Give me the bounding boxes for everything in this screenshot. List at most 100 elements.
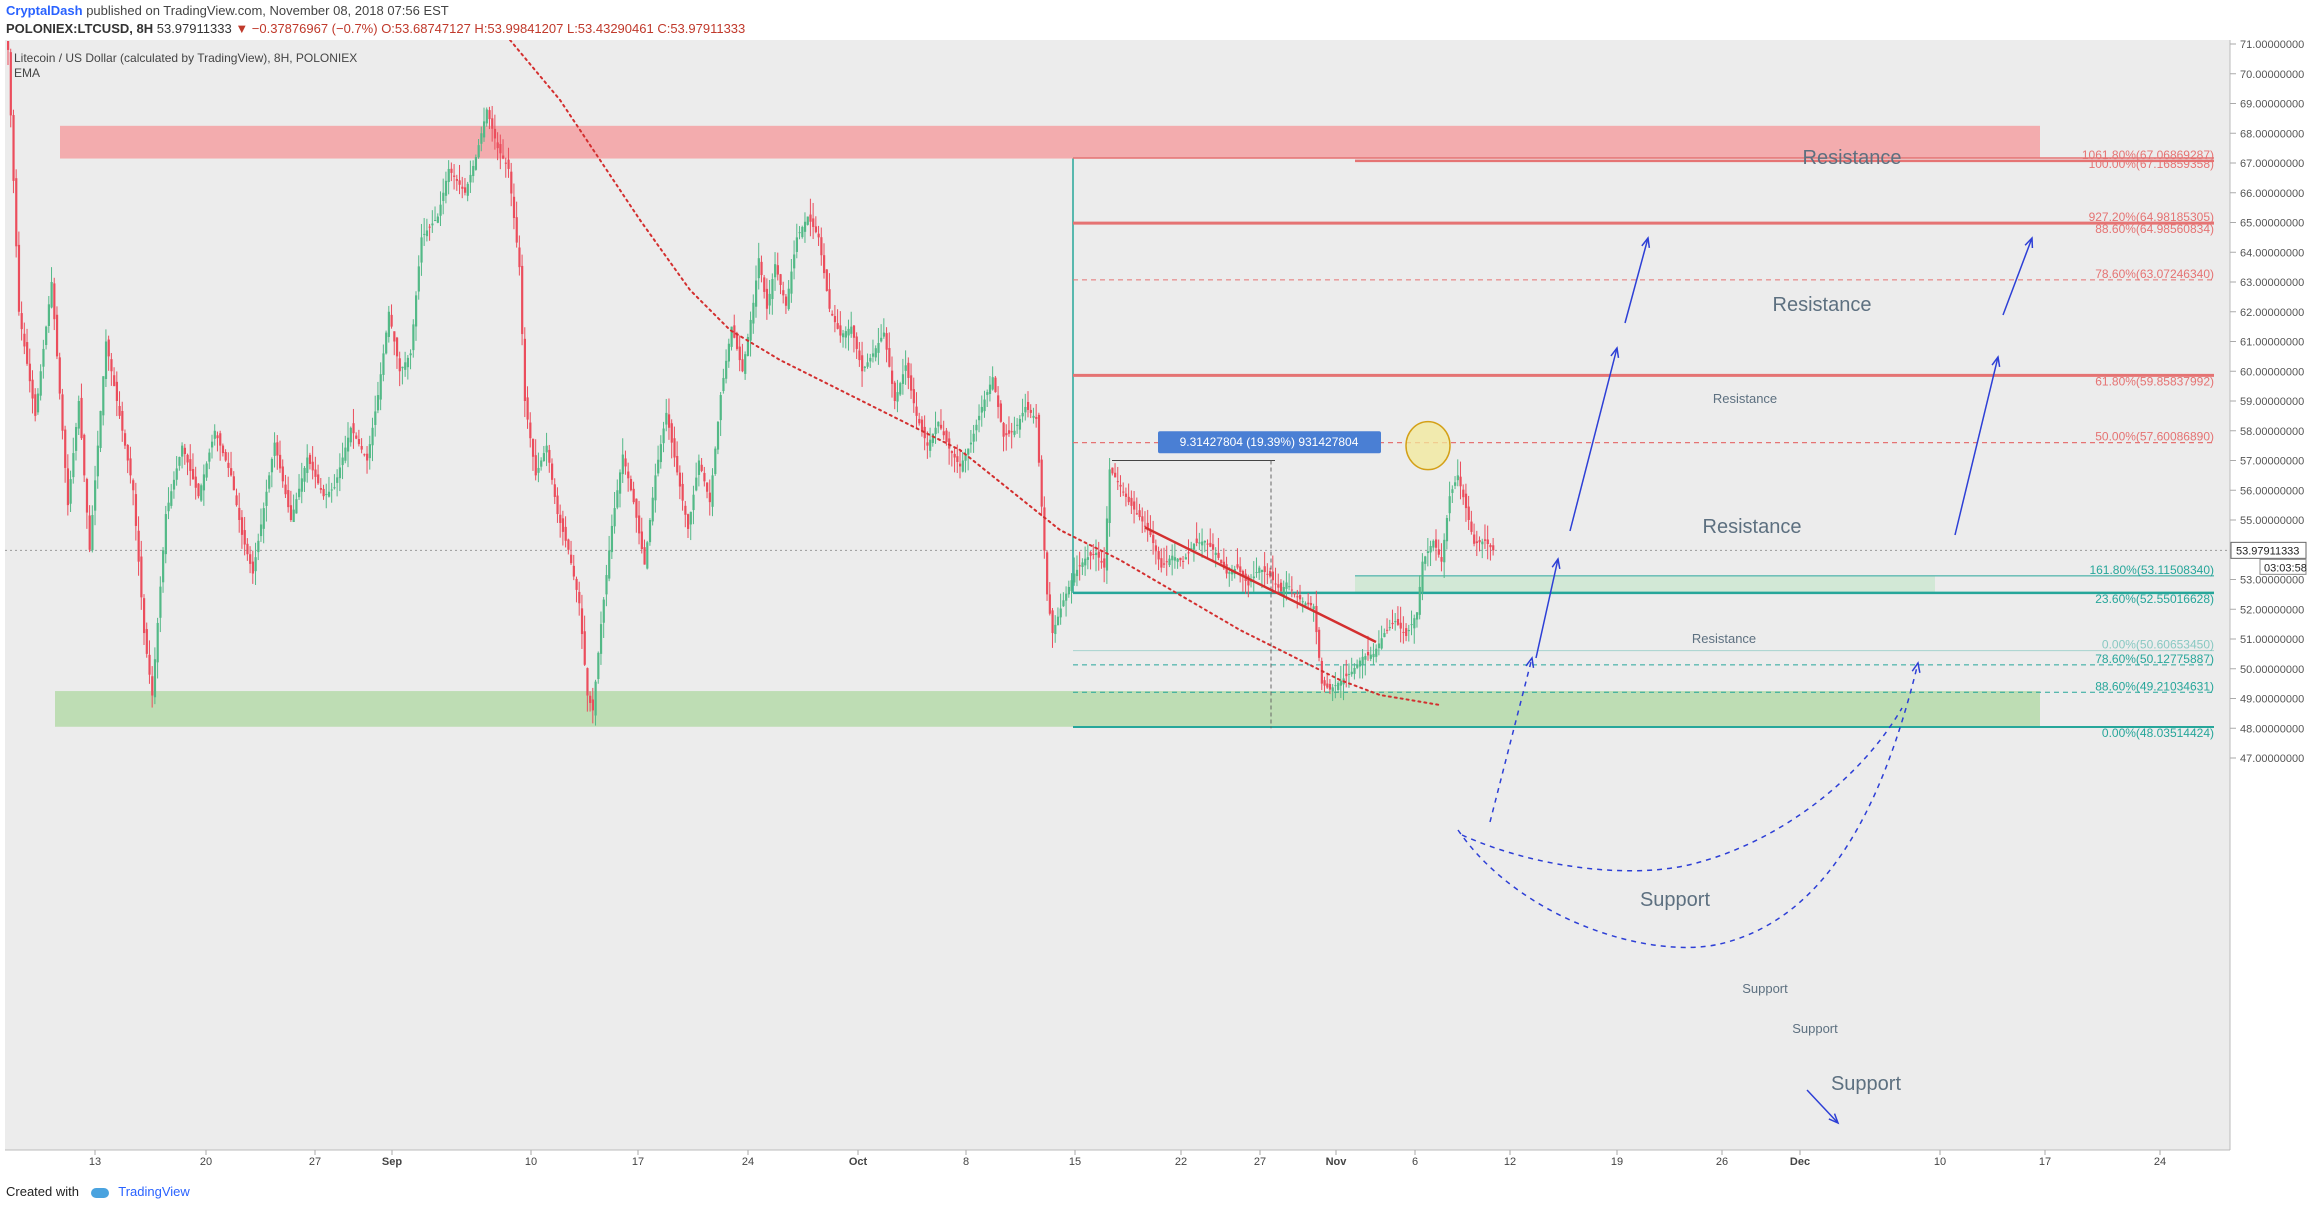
candle-body — [1138, 510, 1141, 518]
candle-body — [1274, 583, 1277, 585]
fib-level-label: 100.00%(67.16859358) — [2089, 157, 2214, 171]
x-tick-label: 24 — [742, 1156, 754, 1168]
x-tick-label: 13 — [89, 1156, 101, 1168]
candle-body — [1173, 557, 1177, 561]
candle-body — [1383, 633, 1386, 638]
candle-body — [1192, 543, 1196, 550]
candle-body — [458, 180, 461, 185]
candle-body — [249, 554, 252, 564]
candle-body — [1260, 569, 1264, 573]
plot-background — [5, 40, 2230, 1150]
candle-body — [466, 183, 469, 196]
candle-body — [325, 493, 328, 495]
candle-body — [1464, 493, 1468, 509]
candle-body — [1157, 551, 1160, 560]
candle-body — [695, 477, 698, 491]
candle-body — [1478, 540, 1481, 543]
candle-body — [784, 296, 788, 306]
candle-body — [175, 468, 178, 480]
candle-body — [281, 466, 284, 482]
candle-body — [1222, 561, 1226, 569]
y-tick-label: 60.00000000 — [2240, 366, 2304, 378]
candle-body — [268, 475, 271, 489]
candle-body — [765, 288, 769, 309]
y-axis[interactable]: 71.00000000 70.00000000 69.00000000 68.0000… — [2230, 40, 2307, 765]
candle-body — [551, 463, 554, 480]
candle-body — [1405, 628, 1408, 637]
candle-body — [1369, 654, 1372, 659]
measure-label: 9.31427804 (19.39%) 931427804 — [1180, 435, 1359, 449]
candle-body — [55, 314, 59, 357]
tradingview-link[interactable]: TradingView — [118, 1184, 190, 1199]
candle-body — [988, 384, 992, 394]
candle-body — [311, 461, 314, 471]
candle-body — [553, 484, 556, 497]
candle-body — [488, 110, 491, 120]
candle-body — [706, 482, 709, 492]
candle-body — [1266, 573, 1269, 575]
candle-body — [483, 121, 486, 138]
candle-body — [961, 460, 964, 472]
candle-body — [665, 412, 668, 425]
candle-body — [564, 526, 567, 541]
candle-body — [178, 457, 181, 466]
candle-body — [1103, 558, 1106, 568]
candle-body — [1016, 424, 1019, 426]
candle-body — [83, 434, 86, 476]
candle-body — [823, 255, 826, 274]
candle-body — [1054, 624, 1057, 635]
candle-body — [1290, 589, 1294, 591]
candle-body — [140, 556, 143, 598]
candle-body — [159, 586, 162, 618]
candle-body — [431, 223, 434, 226]
candle-body — [1350, 671, 1353, 675]
candle-body — [15, 178, 18, 247]
candle-body — [616, 490, 619, 508]
candle-body — [1184, 557, 1187, 560]
support-zone — [55, 691, 2040, 727]
candle-body — [760, 261, 763, 276]
candle-body — [820, 237, 823, 256]
candle-body — [738, 346, 741, 361]
candle-body — [869, 357, 872, 362]
candle-body — [716, 421, 720, 450]
candle-body — [1462, 489, 1465, 498]
candle-body — [534, 455, 537, 476]
candle-body — [540, 460, 543, 467]
x-tick-label: 10 — [1934, 1156, 1946, 1168]
x-tick-label: 10 — [525, 1156, 537, 1168]
x-axis[interactable]: 13 20 27 Sep 10 17 24 Oct 8 15 22 27 Nov 6 12 19 26 Dec 10… — [89, 1150, 2166, 1168]
candle-body — [26, 342, 29, 364]
candle-body — [589, 695, 592, 703]
candle-body — [1486, 539, 1489, 544]
candle-body — [570, 554, 573, 564]
candle-body — [640, 531, 643, 550]
candle-body — [1339, 680, 1342, 686]
fib-level-label: 161.80%(53.11508340) — [2089, 563, 2214, 577]
candle-body — [1046, 552, 1049, 595]
candle-body — [1282, 586, 1285, 596]
candle-body — [472, 165, 475, 177]
candle-body — [1473, 534, 1476, 544]
projection-arrow — [1624, 237, 1649, 324]
resistance-label: Resistance — [1692, 631, 1756, 646]
candle-body — [531, 438, 535, 457]
candle-body — [279, 454, 282, 469]
candle-body — [548, 449, 551, 463]
candle-body — [72, 453, 75, 478]
candle-body — [9, 52, 12, 116]
candle-body — [1241, 570, 1245, 577]
author-link[interactable]: CryptalDash — [6, 3, 83, 18]
candle-body — [901, 374, 905, 384]
candle-body — [227, 462, 230, 468]
candle-body — [333, 487, 336, 489]
candle-body — [447, 168, 450, 183]
price-chart[interactable]: 1061.80%(67.06869287)100.00%(67.16859358… — [0, 40, 2308, 1180]
fib-level-label: 61.80%(59.85837992) — [2095, 374, 2214, 388]
candle-body — [1228, 572, 1231, 574]
y-tick-label: 71.00000000 — [2240, 40, 2304, 51]
candle-body — [341, 457, 344, 466]
fib-level-label: 50.00%(57.60086890) — [2095, 430, 2214, 444]
candle-body — [442, 192, 445, 201]
candle-body — [1135, 513, 1138, 515]
